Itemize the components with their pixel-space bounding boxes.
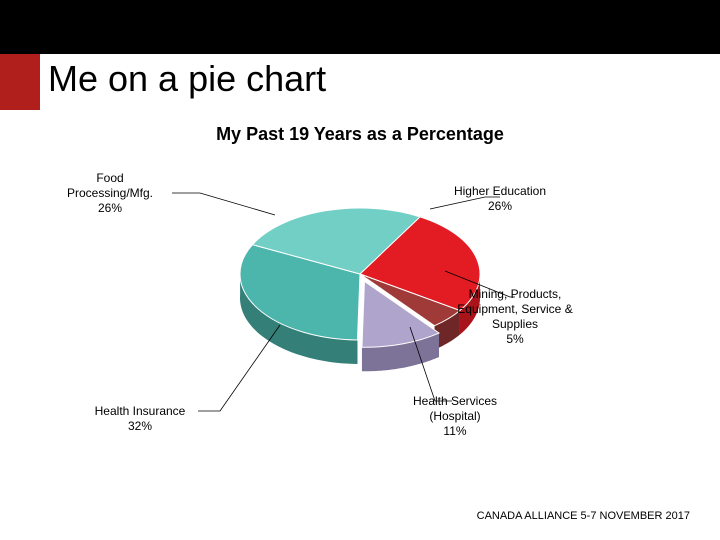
title-row: Me on a pie chart	[0, 54, 720, 110]
slice-label: Health Insurance32%	[95, 404, 186, 434]
title-accent	[0, 54, 40, 110]
slice-label: Health Services(Hospital)11%	[413, 394, 497, 439]
slice-label: FoodProcessing/Mfg.26%	[67, 171, 153, 216]
chart-subtitle: My Past 19 Years as a Percentage	[0, 124, 720, 145]
header-bar	[0, 0, 720, 54]
slice-label: Mining, Products,Equipment, Service &Sup…	[457, 287, 572, 347]
footer-text: CANADA ALLIANCE 5-7 NOVEMBER 2017	[477, 510, 690, 522]
slice-label: Higher Education26%	[454, 184, 546, 214]
pie-chart	[235, 179, 485, 359]
page-title: Me on a pie chart	[48, 58, 326, 100]
chart-area: Higher Education26% Mining, Products,Equi…	[0, 149, 720, 479]
